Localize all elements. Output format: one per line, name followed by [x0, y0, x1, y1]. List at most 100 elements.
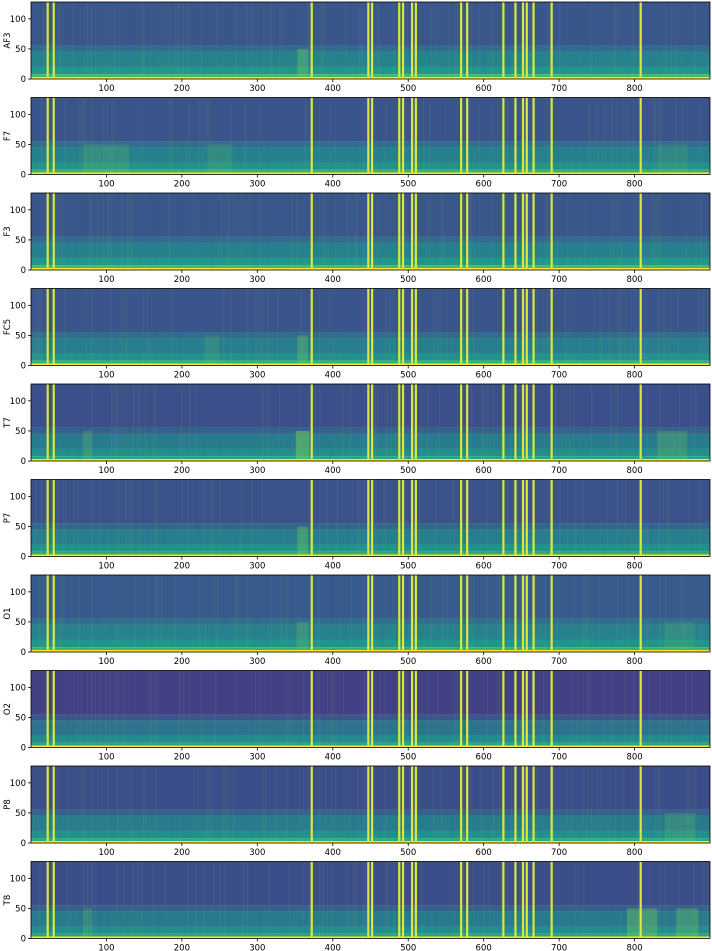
texture-column — [77, 288, 79, 366]
texture-column — [439, 479, 441, 557]
texture-column — [87, 861, 89, 939]
texture-column — [447, 97, 449, 175]
texture-column — [165, 97, 167, 175]
texture-column — [385, 288, 387, 366]
texture-column — [615, 384, 617, 461]
texture-column — [571, 670, 573, 748]
texture-column — [429, 97, 431, 175]
x-tick-label: 300 — [249, 275, 265, 285]
artifact-column — [414, 575, 417, 652]
texture-column — [703, 288, 705, 366]
artifact-column — [521, 2, 525, 79]
texture-column — [201, 384, 203, 461]
texture-column — [101, 861, 103, 939]
activity-burst — [296, 621, 309, 652]
texture-column — [589, 670, 591, 748]
frequency-band — [31, 735, 710, 743]
texture-column — [457, 288, 459, 366]
texture-column — [583, 384, 585, 461]
texture-column — [375, 193, 377, 270]
texture-column — [219, 384, 221, 461]
y-tick-label: 50 — [15, 427, 26, 437]
texture-column — [443, 193, 445, 270]
x-tick-label: 700 — [551, 848, 567, 858]
texture-column — [675, 97, 677, 175]
texture-column — [331, 670, 333, 748]
texture-column — [301, 670, 303, 748]
dc-baseline — [31, 745, 710, 748]
texture-column — [547, 2, 549, 79]
texture-column — [271, 575, 273, 652]
texture-column — [679, 384, 681, 461]
spectrogram-o1 — [31, 575, 710, 652]
texture-column — [335, 193, 337, 270]
texture-column — [671, 861, 673, 939]
texture-column — [645, 766, 647, 843]
texture-column — [335, 861, 337, 939]
texture-column — [205, 193, 207, 270]
texture-column — [131, 766, 133, 843]
texture-column — [683, 575, 685, 652]
texture-column — [99, 479, 101, 557]
texture-column — [119, 670, 121, 748]
texture-column — [647, 384, 649, 461]
texture-column — [385, 384, 387, 461]
texture-column — [127, 288, 129, 366]
texture-column — [413, 384, 415, 461]
texture-column — [195, 479, 197, 557]
texture-column — [659, 670, 661, 748]
texture-column — [591, 766, 593, 843]
texture-column — [509, 97, 511, 175]
texture-column — [291, 670, 293, 748]
texture-column — [225, 766, 227, 843]
texture-column — [417, 384, 419, 461]
texture-column — [433, 288, 435, 366]
texture-column — [149, 193, 151, 270]
channel-label: T8 — [3, 895, 13, 907]
texture-column — [267, 193, 269, 270]
texture-column — [91, 575, 93, 652]
texture-column — [547, 193, 549, 270]
x-tick-label: 100 — [98, 848, 114, 858]
texture-column — [45, 288, 47, 366]
texture-column — [481, 861, 483, 939]
texture-column — [499, 766, 501, 843]
axes-frame — [30, 861, 711, 939]
texture-column — [699, 97, 701, 175]
texture-column — [299, 288, 301, 366]
texture-column — [707, 766, 709, 843]
x-tick-label: 100 — [98, 657, 114, 667]
texture-column — [363, 193, 365, 270]
texture-column — [49, 766, 51, 843]
texture-column — [119, 193, 121, 270]
texture-column — [343, 670, 345, 748]
texture-column — [203, 2, 205, 79]
texture-column — [285, 670, 287, 748]
texture-column — [521, 97, 523, 175]
texture-column — [81, 670, 83, 748]
texture-column — [675, 2, 677, 79]
x-tick-label: 700 — [551, 753, 567, 763]
texture-column — [365, 766, 367, 843]
texture-column — [605, 861, 607, 939]
texture-column — [41, 288, 43, 366]
texture-column — [687, 766, 689, 843]
texture-column — [67, 479, 69, 557]
texture-column — [699, 861, 701, 939]
texture-column — [185, 861, 187, 939]
artifact-column — [371, 2, 374, 79]
texture-column — [487, 861, 489, 939]
texture-column — [591, 288, 593, 366]
texture-column — [601, 193, 603, 270]
texture-column — [73, 670, 75, 748]
texture-column — [243, 2, 245, 79]
texture-column — [157, 766, 159, 843]
texture-column — [603, 479, 605, 557]
texture-column — [585, 575, 587, 652]
texture-column — [349, 2, 351, 79]
activity-burst — [83, 908, 93, 939]
texture-column — [361, 97, 363, 175]
texture-column — [691, 193, 693, 270]
texture-column — [521, 670, 523, 748]
texture-column — [619, 479, 621, 557]
